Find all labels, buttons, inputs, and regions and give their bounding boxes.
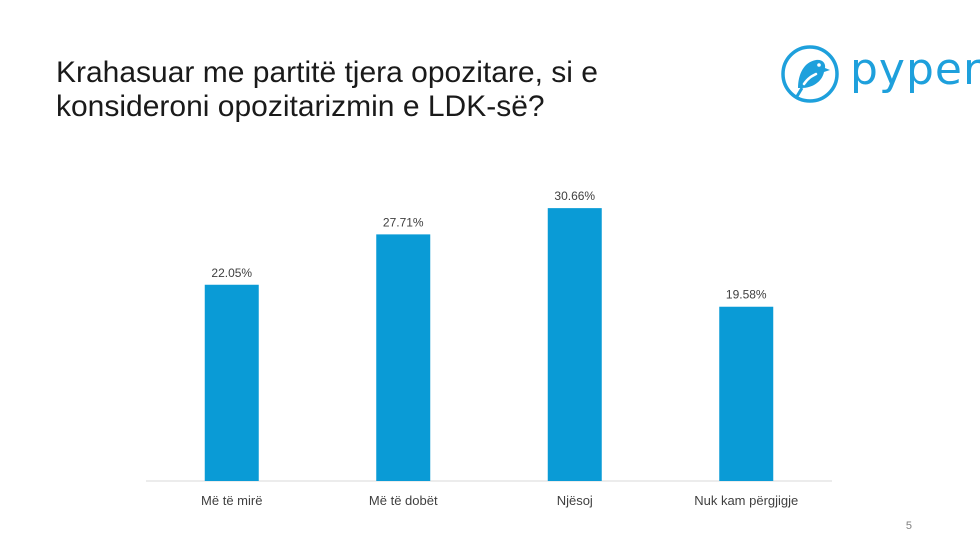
data-label-2: 30.66% <box>554 189 595 203</box>
bar-0 <box>204 284 259 481</box>
slide-title: Krahasuar me partitë tjera opozitare, si… <box>56 56 756 124</box>
category-label-3: Nuk kam përgjigje <box>694 493 798 508</box>
bar-3 <box>719 306 774 481</box>
bar-2 <box>547 208 602 481</box>
bird-icon <box>781 45 839 103</box>
category-label-0: Më të mirë <box>201 493 262 508</box>
pyper-logo: pyper <box>778 40 980 110</box>
data-label-0: 22.05% <box>211 266 252 280</box>
slide-title-line-1: Krahasuar me partitë tjera opozitare, si… <box>56 56 598 89</box>
category-label-2: Njësoj <box>557 493 593 508</box>
bar-1 <box>376 234 431 481</box>
slide-title-line-2: konsideroni opozitarizmin e LDK-së? <box>56 90 545 123</box>
data-label-1: 27.71% <box>383 215 424 229</box>
data-label-3: 19.58% <box>726 288 767 302</box>
page-number: 5 <box>905 520 912 532</box>
logo-text: pyper <box>850 44 980 95</box>
category-label-1: Më të dobët <box>369 493 438 508</box>
